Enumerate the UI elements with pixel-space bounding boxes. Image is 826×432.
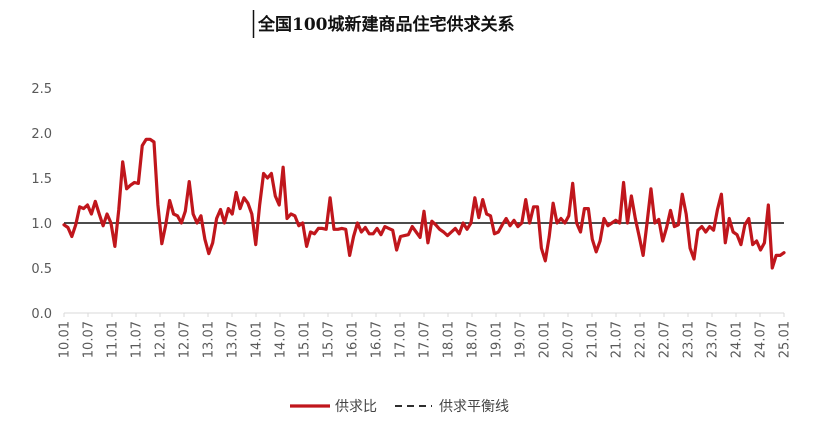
x-tick-label: 10.07 bbox=[82, 321, 97, 358]
y-tick-label: 1.5 bbox=[31, 172, 52, 187]
x-tick-label: 13.07 bbox=[226, 321, 241, 358]
x-tick-label: 19.07 bbox=[514, 321, 529, 358]
x-tick-label: 19.01 bbox=[490, 321, 505, 358]
x-tick-label: 11.01 bbox=[106, 321, 121, 358]
x-tick-label: 20.01 bbox=[538, 321, 553, 358]
x-axis-labels: 10.01 10.07 11.01 11.07 12.01 12.07 13.01 13.07… bbox=[58, 321, 793, 358]
x-tick-label: 10.01 bbox=[58, 321, 73, 358]
x-tick-label: 13.01 bbox=[202, 321, 217, 358]
chart-title: 全国100城新建商品住宅供求关系 bbox=[257, 14, 515, 35]
x-tick-label: 17.07 bbox=[418, 321, 433, 358]
x-tick-label: 24.07 bbox=[754, 321, 769, 358]
supply-demand-ratio-line bbox=[62, 137, 786, 270]
x-tick-label: 18.01 bbox=[442, 321, 457, 358]
x-tick-label: 22.07 bbox=[658, 321, 673, 358]
y-tick-label: 0.0 bbox=[31, 307, 52, 322]
y-tick-label: 0.5 bbox=[31, 262, 52, 277]
x-tick-label: 21.01 bbox=[586, 321, 601, 358]
x-tick-label: 20.07 bbox=[562, 321, 577, 358]
y-axis-labels: 0.0 0.5 1.0 1.5 2.0 2.5 bbox=[31, 82, 52, 322]
x-tick-label: 24.01 bbox=[730, 321, 745, 358]
legend-label-ratio: 供求比 bbox=[335, 399, 377, 415]
x-tick-label: 12.07 bbox=[178, 321, 193, 358]
x-axis-ticks bbox=[63, 313, 785, 317]
x-tick-label: 16.01 bbox=[346, 321, 361, 358]
y-tick-label: 1.0 bbox=[31, 217, 52, 232]
x-tick-label: 18.07 bbox=[466, 321, 481, 358]
x-tick-label: 25.01 bbox=[778, 321, 793, 358]
x-tick-label: 23.07 bbox=[706, 321, 721, 358]
x-tick-label: 16.07 bbox=[370, 321, 385, 358]
x-tick-label: 14.01 bbox=[250, 321, 265, 358]
x-tick-label: 12.01 bbox=[154, 321, 169, 358]
x-tick-label: 14.07 bbox=[274, 321, 289, 358]
x-tick-label: 17.01 bbox=[394, 321, 409, 358]
y-tick-label: 2.0 bbox=[31, 127, 52, 142]
y-tick-label: 2.5 bbox=[31, 82, 52, 97]
x-tick-label: 23.01 bbox=[682, 321, 697, 358]
legend: 供求比 供求平衡线 bbox=[290, 399, 509, 415]
x-tick-label: 21.07 bbox=[610, 321, 625, 358]
x-tick-label: 15.01 bbox=[298, 321, 313, 358]
legend-label-balance: 供求平衡线 bbox=[439, 399, 509, 415]
x-tick-label: 11.07 bbox=[130, 321, 145, 358]
x-tick-label: 22.01 bbox=[634, 321, 649, 358]
x-tick-label: 15.07 bbox=[322, 321, 337, 358]
